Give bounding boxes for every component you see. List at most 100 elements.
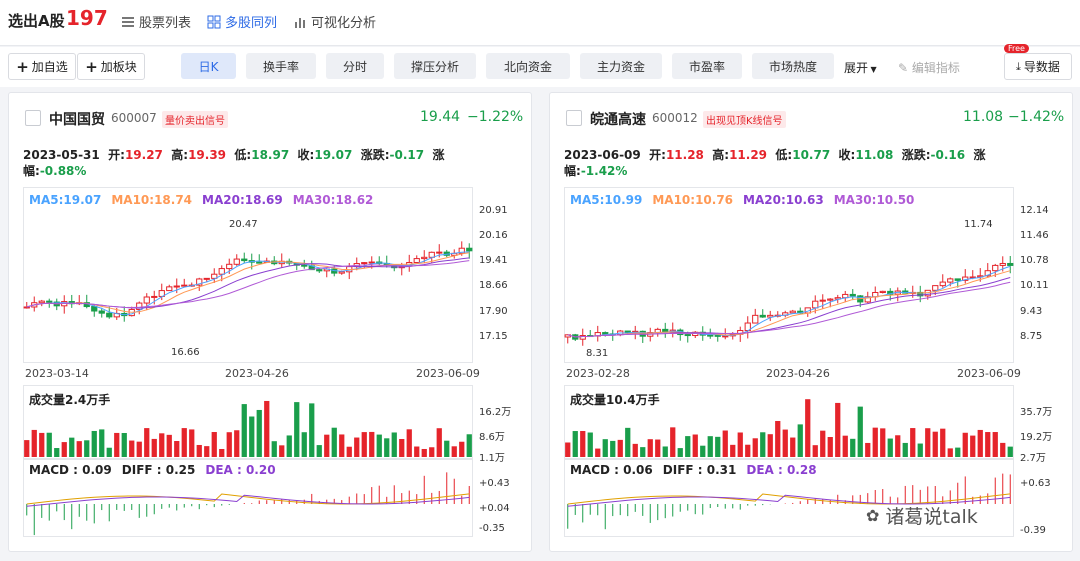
ma-legend: MA5:19.07 MA10:18.74 MA20:18.69 MA30:18.…: [29, 193, 373, 207]
ma30-label: MA30:18.62: [292, 193, 374, 207]
stock-name[interactable]: 皖通高速: [590, 112, 646, 128]
add-watchlist-label: 加自选: [31, 60, 68, 74]
volume-bar: [692, 434, 698, 457]
volume-bar: [970, 435, 976, 457]
volume-bar: [580, 430, 586, 457]
candle: [23, 301, 30, 309]
x-date: 2023-03-14: [25, 367, 89, 380]
volume-bar: [812, 445, 818, 457]
volume-bar: [174, 441, 180, 457]
volume-bar: [677, 448, 683, 457]
max-price-label: 20.47: [229, 219, 258, 230]
candle: [819, 294, 826, 309]
macd-tick: +0.04: [479, 503, 510, 514]
dea-line: [567, 494, 1011, 507]
expand-dropdown[interactable]: 展开 ▼: [844, 59, 877, 76]
volume-bar: [136, 441, 142, 457]
tab-support-resistance[interactable]: 撑压分析: [394, 53, 476, 79]
stock-name[interactable]: 中国国贸: [49, 112, 105, 128]
volume-bar: [737, 432, 743, 457]
tab-northbound[interactable]: 北向资金: [486, 53, 570, 79]
tab-visual-analysis[interactable]: 可视化分析: [294, 12, 376, 31]
volume-bar: [587, 432, 593, 457]
ma20-line: [567, 277, 1011, 338]
amp-value: -1.42%: [580, 164, 628, 178]
kline-area: [23, 187, 473, 363]
volume-bar: [955, 447, 961, 457]
volume-bar: [595, 448, 601, 457]
tab-pe-ratio[interactable]: 市盈率: [672, 53, 742, 79]
high-label: 高:: [171, 148, 189, 162]
volume-bar: [895, 435, 901, 457]
edit-indicator-button[interactable]: ✎ 编辑指标: [898, 59, 960, 76]
volume-bar: [39, 432, 45, 457]
volume-bar: [286, 435, 292, 457]
select-checkbox[interactable]: [25, 110, 41, 126]
ma10-line: [567, 270, 1011, 338]
add-watchlist-button[interactable]: + 加自选: [8, 53, 76, 80]
ohlc-date: 2023-06-09: [564, 148, 641, 162]
tab-multi-stock[interactable]: 多股同列: [207, 12, 277, 31]
vol-tick: 1.1万: [479, 453, 505, 464]
select-checkbox[interactable]: [566, 110, 582, 126]
volume-bar: [670, 427, 676, 457]
amp-label: 涨幅:: [23, 148, 445, 178]
x-date: 2023-04-26: [766, 367, 830, 380]
macd-legend: MACD : 0.09 DIFF : 0.25 DEA : 0.20: [29, 463, 276, 477]
chg-label: 涨跌:: [360, 148, 390, 162]
volume-bar: [421, 448, 427, 457]
candle: [31, 296, 38, 312]
volume-bar: [384, 438, 390, 457]
tab-daily-k[interactable]: 日K: [181, 53, 236, 79]
tab-intraday[interactable]: 分时: [326, 53, 384, 79]
stock-code: 600012: [652, 111, 698, 125]
export-button[interactable]: ⤓ 导数据: [1004, 53, 1072, 80]
volume-bar: [985, 432, 991, 457]
volume-bar: [910, 428, 916, 457]
volume-bar: [241, 404, 247, 457]
volume-label: 成交量2.4万手: [29, 393, 111, 407]
stock-change-pct: −1.22%: [467, 109, 524, 125]
volume-bar: [271, 441, 277, 457]
x-date: 2023-06-09: [957, 367, 1021, 380]
volume-bar: [610, 440, 616, 457]
candle: [166, 284, 173, 292]
candle: [744, 316, 751, 339]
macd-label: MACD : 0.09: [29, 463, 112, 477]
min-price-label: 8.31: [586, 348, 609, 359]
volume-bar: [406, 429, 412, 457]
y-tick: 8.75: [1020, 331, 1043, 342]
ma20-label: MA20:18.69: [202, 193, 283, 207]
kline-chart: [564, 255, 1014, 346]
volume-bar: [707, 436, 713, 457]
volume-bar: [451, 446, 457, 457]
volume-bar: [294, 402, 300, 457]
kline-chart: [23, 241, 473, 322]
low-value: 18.97: [251, 148, 290, 162]
tab-market-heat[interactable]: 市场热度: [752, 53, 834, 79]
macd-tick: +0.63: [1020, 478, 1051, 489]
volume-bar: [189, 429, 195, 457]
candle: [278, 253, 285, 268]
candle: [271, 256, 278, 266]
volume-bar: [767, 434, 773, 457]
candle: [38, 299, 45, 307]
tab-turnover[interactable]: 换手率: [246, 53, 316, 79]
volume-bar: [827, 437, 833, 457]
high-value: 11.29: [729, 148, 768, 162]
high-label: 高:: [712, 148, 730, 162]
tab-stock-list[interactable]: 股票列表: [122, 12, 191, 31]
open-value: 19.27: [124, 148, 163, 162]
expand-label: 展开: [844, 61, 869, 75]
candle: [947, 277, 954, 287]
stock-code: 600007: [111, 111, 157, 125]
candle: [376, 256, 383, 266]
kline-area: [564, 187, 1014, 363]
volume-bar: [211, 432, 217, 457]
add-block-button[interactable]: + 加板块: [77, 53, 145, 80]
tab-main-capital[interactable]: 主力资金: [580, 53, 662, 79]
volume-bar: [940, 428, 946, 457]
y-tick: 17.90: [479, 306, 508, 317]
candle: [98, 307, 105, 318]
ma10-label: MA10:10.76: [652, 193, 734, 207]
